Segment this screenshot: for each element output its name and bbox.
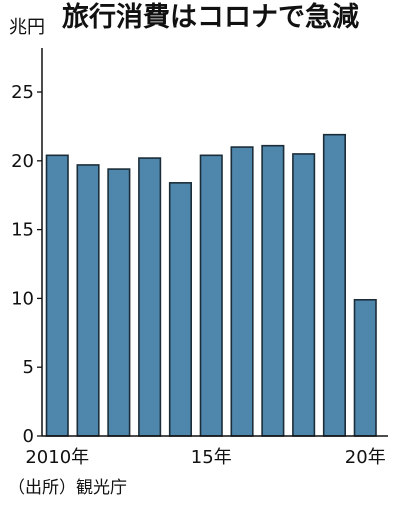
bar-2020 bbox=[353, 298, 377, 437]
y-tick-label: 20 bbox=[11, 151, 34, 172]
bar-2012 bbox=[107, 168, 131, 437]
y-tick-label: 5 bbox=[23, 357, 34, 378]
y-tick-label: 10 bbox=[11, 288, 34, 309]
x-tick-label: 20年 bbox=[345, 447, 386, 468]
bar-2011 bbox=[76, 164, 100, 437]
bar-2015 bbox=[199, 154, 223, 437]
y-tick-label: 15 bbox=[11, 220, 34, 241]
y-tick-label: 25 bbox=[11, 82, 34, 103]
bar-2010 bbox=[45, 154, 69, 437]
x-tick-label: 15年 bbox=[191, 447, 232, 468]
chart-title: 旅行消費はコロナで急減 bbox=[62, 2, 359, 33]
y-tick-label: 0 bbox=[23, 426, 34, 447]
bar-2013 bbox=[138, 157, 162, 437]
x-tick-label: 2010年 bbox=[25, 447, 89, 468]
unit-label: 兆円 bbox=[9, 17, 45, 38]
source-note: （出所）観光庁 bbox=[8, 478, 127, 498]
bar-2017 bbox=[261, 144, 285, 437]
bar-2019 bbox=[322, 133, 347, 437]
bar-2018 bbox=[292, 153, 316, 437]
bar-2014 bbox=[168, 182, 192, 437]
bar-2016 bbox=[230, 146, 254, 437]
